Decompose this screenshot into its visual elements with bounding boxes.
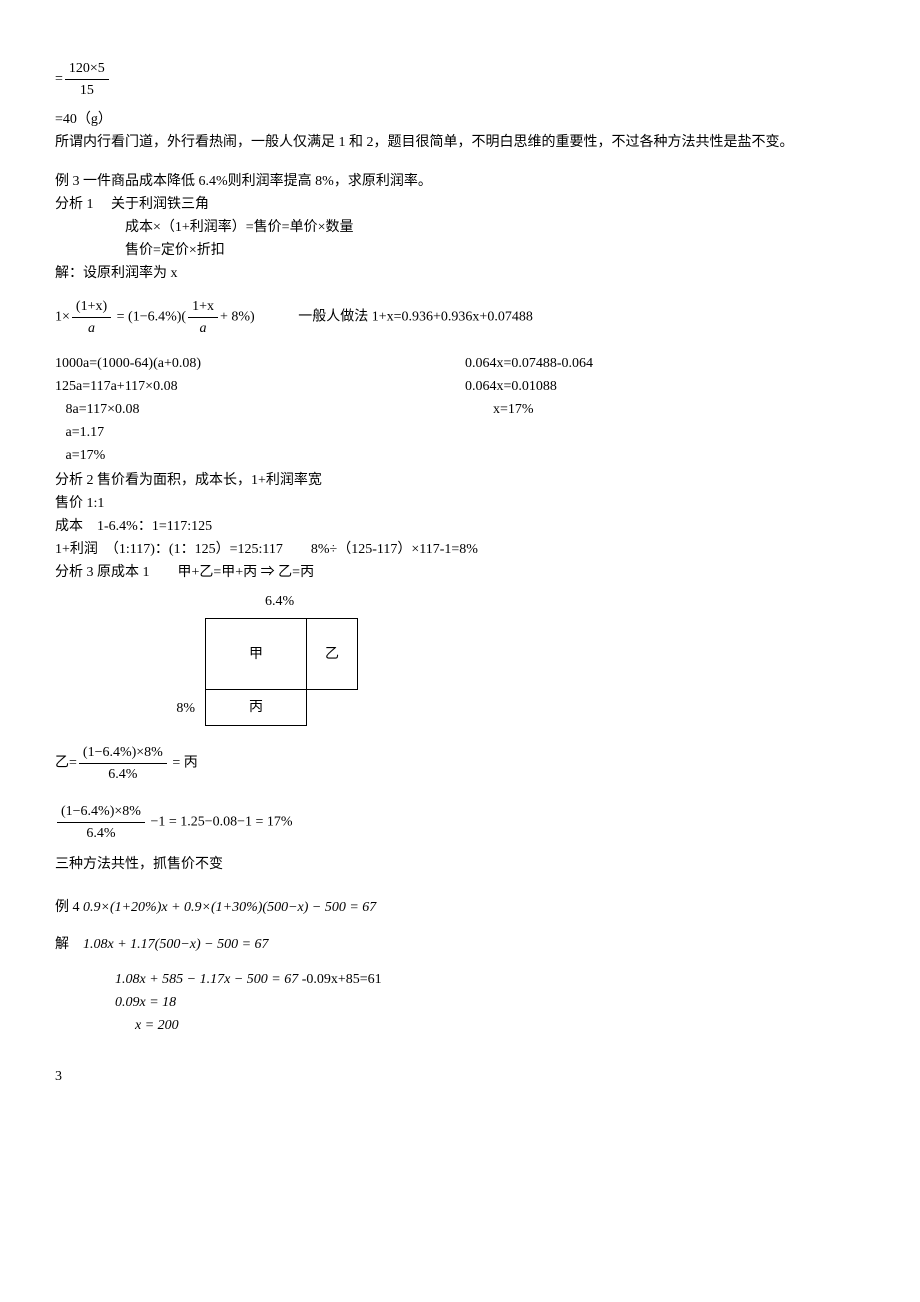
col-right-0: 0.064x=0.07488-0.064 [465,353,865,374]
ex3-title: 例 3 一件商品成本降低 6.4%则利润率提高 8%，求原利润率。 [55,171,865,192]
main-eq-num2: 1+x [188,296,218,318]
ex3-main-equation: 1×(1+x)a = (1−6.4%)(1+xa+ 8%) 一般人做法 1+x=… [55,296,865,339]
final-equation: (1−6.4%)×8%6.4% −1 = 1.25−0.08−1 = 17% [55,801,865,844]
final-suffix: −1 = 1.25−0.08−1 = 17% [150,815,292,830]
yi-equation: 乙=(1−6.4%)×8%6.4% = 丙 [55,742,865,785]
box-bing: 丙 [205,690,307,726]
main-eq-rest: + 8%) [220,310,255,325]
yi-den: 6.4% [79,764,167,785]
opening-result: =40（g） [55,109,865,130]
ex4-solve-prefix: 解 [55,937,83,952]
ex4-step2-eq: 1.08x + 585 − 1.17x − 500 = 67 [115,972,298,987]
ex3-analysis1: 分析 1 关于利润铁三角 [55,194,865,215]
ex3-formula2: 售价=定价×折扣 [125,240,865,261]
ex4-prefix: 例 4 [55,900,83,915]
ex4-step1: 解 1.08x + 1.17(500−x) − 500 = 67 [55,934,865,955]
col-left-1: 125a=117a+117×0.08 [55,376,465,397]
col-left-3: a=1.17 [55,422,465,443]
area-diagram: 6.4% 甲 乙 8% 丙 [55,591,865,726]
ex3-analysis3: 分析 3 原成本 1 甲+乙=甲+丙 ⇒ 乙=丙 [55,562,865,583]
col-right-2: x=17% [465,399,865,420]
ex4-step4: x = 200 [135,1015,865,1036]
yi-num: (1−6.4%)×8% [79,742,167,764]
yi-suffix: = 丙 [172,756,197,771]
main-eq-mid: = (1−6.4%)( [117,310,186,325]
general-method: 一般人做法 1+x=0.936+0.936x+0.07488 [298,310,533,325]
opening-text: 所谓内行看门道，外行看热闹，一般人仅满足 1 和 2，题目很简单，不明白思维的重… [55,132,865,153]
yi-prefix: 乙= [55,756,77,771]
box-yi: 乙 [307,618,358,690]
opening-frac-num: 120×5 [65,58,109,80]
col-right-1: 0.064x=0.01088 [465,376,865,397]
ex4-step1-eq: 1.08x + 1.17(500−x) − 500 = 67 [83,937,269,952]
main-eq-num1: (1+x) [72,296,111,318]
ex4-step3: 0.09x = 18 [115,992,865,1013]
ex3-formula1: 成本×（1+利润率）=售价=单价×数量 [125,217,865,238]
opening-fraction: =120×515 [55,58,865,101]
final-den: 6.4% [57,823,145,844]
ex4-step2: 1.08x + 585 − 1.17x − 500 = 67 -0.09x+85… [115,969,865,990]
opening-frac-den: 15 [65,80,109,101]
ex3-cost-ratio: 成本 1-6.4%：1=117:125 [55,516,865,537]
ex4-title: 例 4 0.9×(1+20%)x + 0.9×(1+30%)(500−x) − … [55,897,865,918]
ex3-solve-start: 解：设原利润率为 x [55,263,865,284]
main-eq-den1: a [72,318,111,339]
ex3-conclusion: 三种方法共性，抓售价不变 [55,854,865,875]
ex3-two-column: 1000a=(1000-64)(a+0.08) 125a=117a+117×0.… [55,351,865,468]
page-number: 3 [55,1066,865,1087]
col-left-0: 1000a=(1000-64)(a+0.08) [55,353,465,374]
diagram-top-label: 6.4% [265,591,865,612]
col-left-2: 8a=117×0.08 [55,399,465,420]
box-jia: 甲 [205,618,307,690]
final-num: (1−6.4%)×8% [57,801,145,823]
diagram-side-label: 8% [55,698,205,719]
ex4-step2-suffix: -0.09x+85=61 [298,972,381,987]
ex3-price-ratio: 售价 1:1 [55,493,865,514]
ex4-title-eq: 0.9×(1+20%)x + 0.9×(1+30%)(500−x) − 500 … [83,900,376,915]
ex3-profit-ratio: 1+利润 （1:117)：(1：125）=125:117 8%÷（125-117… [55,539,865,560]
ex3-analysis2: 分析 2 售价看为面积，成本长，1+利润率宽 [55,470,865,491]
col-left-4: a=17% [55,445,465,466]
main-eq-den2: a [188,318,218,339]
